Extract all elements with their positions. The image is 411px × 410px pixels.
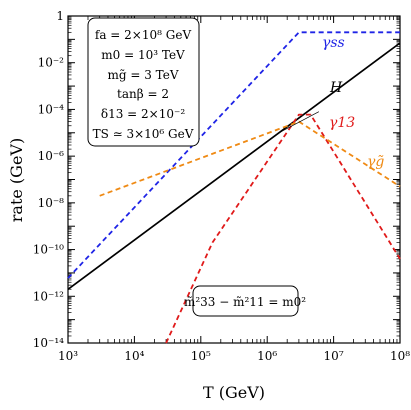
param-mgluino: mg̃ = 3 TeV: [107, 68, 178, 82]
y-tick-label: 10⁻¹⁰: [33, 243, 64, 257]
relation-box: m̃²33 − m̃²11 = m0²: [184, 285, 306, 317]
parameter-box-frame: [87, 17, 200, 147]
y-axis-title: rate (GeV): [7, 138, 26, 222]
y-tick-label: 10⁻¹²: [33, 289, 64, 303]
series-label-gamma-ss: γss: [322, 35, 345, 51]
x-tick-label: 10⁴: [124, 349, 144, 363]
series-label-gamma-gluino: γg̃: [367, 154, 384, 170]
parameter-box: fa = 2×10⁸ GeV m0 = 10³ TeV mg̃ = 3 TeV …: [87, 17, 200, 147]
x-tick-label: 10⁶: [257, 349, 277, 363]
y-tick-label: 10⁻⁴: [38, 102, 65, 116]
relation-box-frame: [192, 285, 299, 317]
series-line-2: [165, 113, 401, 344]
y-tick-label: 10⁻⁶: [38, 149, 65, 163]
param-fa: fa = 2×10⁸ GeV: [95, 28, 192, 42]
thin-reference-line: [278, 111, 320, 134]
y-tick-label: 1: [56, 9, 64, 23]
x-tick-label: 10⁷: [324, 349, 344, 363]
series-label-gamma-13: γ13: [329, 115, 355, 131]
param-tanbeta: tanβ = 2: [117, 87, 169, 101]
axis-tick-labels: 10³ 10⁴ 10⁵ 10⁶ 10⁷ 10⁸ 10⁻¹⁴ 10⁻¹² 10⁻¹⁰ 10⁻⁸ 10⁻…: [33, 9, 410, 363]
param-ts: TS ≃ 3×10⁶ GeV: [93, 127, 194, 141]
x-tick-label: 10⁸: [390, 349, 410, 363]
series-line-3: [99, 120, 401, 197]
relation-text: m̃²33 − m̃²11 = m0²: [184, 295, 306, 309]
series-line-0: [67, 42, 401, 290]
series-curves: [67, 31, 401, 344]
x-tick-label: 10⁵: [191, 349, 211, 363]
x-tick-label: 10³: [58, 349, 78, 363]
axis-ticks: [67, 15, 401, 344]
y-tick-label: 10⁻²: [38, 56, 65, 70]
x-axis-title: T (GeV): [203, 383, 265, 402]
param-delta13: δ13 = 2×10⁻²: [101, 107, 185, 121]
series-line-1: [67, 31, 400, 279]
y-tick-label: 10⁻¹⁴: [33, 336, 64, 350]
param-m0: m0 = 10³ TeV: [101, 48, 185, 62]
series-label-h: H: [329, 80, 343, 96]
y-tick-label: 10⁻⁸: [38, 196, 65, 210]
